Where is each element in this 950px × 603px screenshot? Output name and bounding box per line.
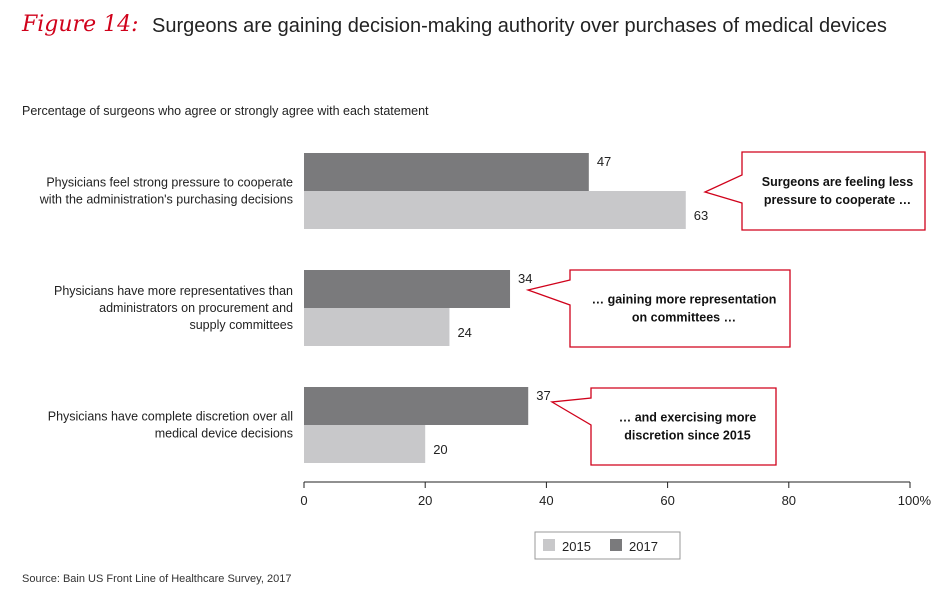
x-tick-label: 100% xyxy=(898,493,932,508)
callout-text: on committees … xyxy=(632,311,736,325)
value-label: 63 xyxy=(694,208,708,223)
callout-box xyxy=(525,269,791,348)
callout-text: … and exercising more xyxy=(619,411,757,425)
x-tick-label: 0 xyxy=(300,493,307,508)
bar-2017 xyxy=(304,387,529,425)
legend-swatch-2017 xyxy=(610,539,622,551)
bar-2015 xyxy=(304,308,450,346)
category-label: Physicians have complete discretion over… xyxy=(48,410,293,424)
legend-label-2015: 2015 xyxy=(562,539,591,554)
callout-text: pressure to cooperate … xyxy=(764,193,911,207)
category-label: supply committees xyxy=(189,318,293,332)
x-tick-label: 60 xyxy=(660,493,674,508)
bar-2017 xyxy=(304,270,511,308)
callout-box xyxy=(703,151,926,231)
legend-swatch-2015 xyxy=(543,539,555,551)
chart-subtitle: Percentage of surgeons who agree or stro… xyxy=(22,104,429,118)
bar-2015 xyxy=(304,191,686,229)
value-label: 37 xyxy=(536,388,550,403)
bar-2017 xyxy=(304,153,589,191)
callout-text: Surgeons are feeling less xyxy=(762,175,913,189)
legend-box xyxy=(534,531,681,560)
figure-label: Figure 14: xyxy=(22,12,139,37)
x-tick-label: 20 xyxy=(418,493,432,508)
source-note: Source: Bain US Front Line of Healthcare… xyxy=(22,573,292,585)
x-tick-label: 80 xyxy=(782,493,796,508)
value-label: 24 xyxy=(457,325,471,340)
value-label: 20 xyxy=(433,442,447,457)
category-label: Physicians feel strong pressure to coope… xyxy=(46,176,293,190)
value-label: 34 xyxy=(518,271,532,286)
category-label: administrators on procurement and xyxy=(99,301,293,315)
bar-2015 xyxy=(304,425,426,463)
legend-label-2017: 2017 xyxy=(629,539,658,554)
category-label: with the administration's purchasing dec… xyxy=(39,193,293,207)
category-label: medical device decisions xyxy=(155,427,293,441)
x-tick-label: 40 xyxy=(539,493,553,508)
value-label: 47 xyxy=(597,154,611,169)
callout-text: discretion since 2015 xyxy=(624,429,751,443)
callout-text: … gaining more representation xyxy=(592,293,777,307)
callout-box xyxy=(549,387,777,466)
chart-title: Surgeons are gaining decision-making aut… xyxy=(152,15,887,37)
category-label: Physicians have more representatives tha… xyxy=(54,284,293,298)
